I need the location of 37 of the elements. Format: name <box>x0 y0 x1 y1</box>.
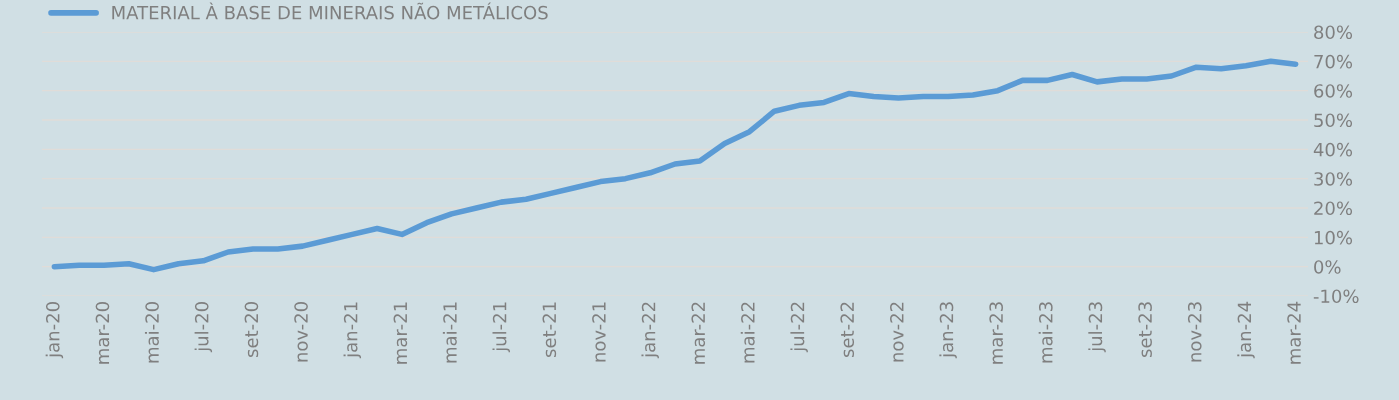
y-tick-label: -10% <box>1313 289 1359 304</box>
y-tick-label: 70% <box>1314 54 1353 69</box>
x-tick-label: mar-22 <box>691 302 706 364</box>
y-tick-label: 20% <box>1314 201 1353 216</box>
x-tick-label: mar-21 <box>393 302 408 364</box>
y-tick-label: 30% <box>1314 172 1353 186</box>
x-tick-label: jul-22 <box>790 302 808 353</box>
x-tick-label: mar-24 <box>1287 301 1301 364</box>
legend-label: MATERIAL À BASE DE MINERAIS NÃO METÁLICOS <box>112 2 548 20</box>
x-tick-label: mar-23 <box>989 302 1003 364</box>
x-tick-label: set-23 <box>1138 302 1152 357</box>
y-tick-label: 10% <box>1314 230 1353 245</box>
x-tick-label: jan-20 <box>45 302 64 359</box>
x-tick-label: jan-23 <box>939 302 957 359</box>
x-tick-label: nov-22 <box>890 302 904 362</box>
x-tick-label: set-22 <box>840 302 855 357</box>
x-tick-label: mai-21 <box>442 302 457 363</box>
y-tick-label: 0% <box>1314 260 1341 274</box>
x-tick-label: nov-23 <box>1187 302 1202 362</box>
y-tick-label: 50% <box>1314 113 1353 128</box>
x-tick-label: jan-21 <box>343 302 362 359</box>
y-tick-label: 40% <box>1313 142 1353 157</box>
x-tick-label: set-21 <box>542 302 557 357</box>
y-tick-label: 80% <box>1314 25 1353 40</box>
x-tick-label: mai-20 <box>144 302 159 363</box>
x-tick-label: nov-20 <box>294 302 308 362</box>
y-tick-label: 60% <box>1314 84 1353 98</box>
x-tick-label: mai-22 <box>740 302 755 363</box>
x-tick-label: jul-23 <box>1088 302 1106 353</box>
x-tick-label: set-20 <box>244 302 259 357</box>
x-tick-label: nov-21 <box>592 302 606 362</box>
x-tick-label: jul-20 <box>194 302 213 353</box>
x-tick-label: jan-24 <box>1237 301 1255 359</box>
x-tick-label: jan-22 <box>641 302 659 359</box>
x-tick-label: jul-21 <box>492 302 510 353</box>
x-tick-label: mai-23 <box>1038 302 1053 363</box>
x-tick-label: mar-20 <box>95 302 110 364</box>
